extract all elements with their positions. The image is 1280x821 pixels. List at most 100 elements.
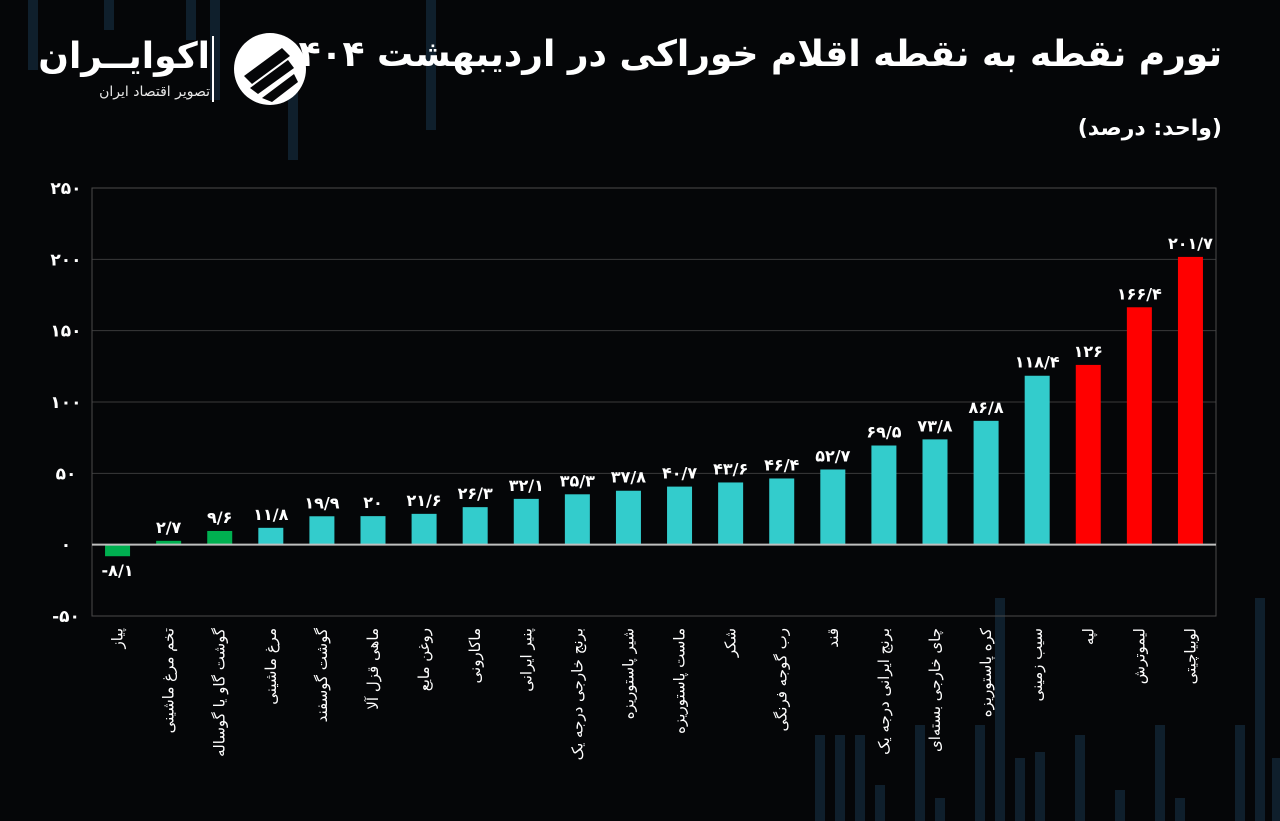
bar xyxy=(667,486,693,545)
category-label: مرغ ماشینی xyxy=(262,628,280,705)
category-label: قند xyxy=(824,628,842,648)
bar xyxy=(615,490,641,545)
value-label: ۱۲۶ xyxy=(1074,342,1103,361)
bar xyxy=(564,494,590,545)
decorative-candle xyxy=(1115,790,1125,821)
bar xyxy=(411,513,437,545)
category-label: شیر پاستوریزه xyxy=(619,628,638,719)
decorative-candle xyxy=(1155,725,1165,821)
y-tick-label: ۱۰۰ xyxy=(50,393,81,413)
value-label: ۸۶/۸ xyxy=(969,398,1004,417)
category-label: رب گوجه فرنگی xyxy=(773,628,791,732)
decorative-candle xyxy=(835,735,845,821)
y-axis: ۲۵۰ ۲۰۰ ۱۵۰ ۱۰۰ ۵۰ ۰ -۵۰ xyxy=(50,179,81,627)
decorative-candle xyxy=(1075,735,1085,821)
value-label: ۶۹/۵ xyxy=(866,423,901,442)
bar xyxy=(769,478,795,545)
decorative-candle xyxy=(288,60,298,160)
decorative-candle xyxy=(1035,752,1045,821)
y-tick-label: ۰ xyxy=(61,536,71,556)
bar xyxy=(718,482,744,545)
decorative-candle xyxy=(995,598,1005,821)
category-label: کره پاستوریزه xyxy=(977,627,996,717)
category-label: برنج خارجی درجه یک xyxy=(568,628,586,760)
bar xyxy=(360,516,386,545)
value-label: ۲۶/۳ xyxy=(458,484,493,503)
y-tick-label: ۲۵۰ xyxy=(50,179,81,199)
logo-subtitle: تصویر اقتصاد ایران xyxy=(99,84,210,100)
category-label: ماهی قزل آلا xyxy=(364,628,382,710)
value-label: ۲۰ xyxy=(363,493,383,512)
chart-title: تورم نقطه به نقطه اقلام خوراکی در اردیبه… xyxy=(276,34,1222,75)
category-label: پیاز xyxy=(109,628,128,650)
decorative-candle xyxy=(975,725,985,821)
bar xyxy=(207,530,233,545)
category-label: ماست پاستوریزه xyxy=(671,628,690,734)
y-tick-label: ۱۵۰ xyxy=(50,322,81,342)
brand-logo: اکوایــران تصویر اقتصاد ایران xyxy=(38,30,318,110)
value-label: ۳۲/۱ xyxy=(509,476,544,495)
logo-divider xyxy=(212,36,214,102)
bar xyxy=(462,507,488,545)
value-label: ۷۳/۸ xyxy=(917,416,952,435)
decorative-candle xyxy=(426,0,436,130)
category-label: لیموترش xyxy=(1130,628,1148,684)
category-label: لوبیاچیتی xyxy=(1181,628,1199,684)
category-label: گوشت گاو یا گوساله xyxy=(211,627,229,757)
decorative-candle xyxy=(1255,598,1265,821)
category-label: روغن مایع xyxy=(415,628,433,691)
plot-frame xyxy=(91,187,1217,617)
category-label: سیب زمینی xyxy=(1028,628,1046,701)
decorative-candle xyxy=(210,0,220,100)
value-label: ۱۹/۹ xyxy=(304,493,339,512)
value-label: ۳۷/۸ xyxy=(611,468,646,487)
decorative-candle xyxy=(855,735,865,821)
logo-name: اکوایــران xyxy=(38,36,210,77)
value-label: ۱۱/۸ xyxy=(253,505,288,524)
bar xyxy=(871,445,897,545)
value-label: ۱۱۸/۴ xyxy=(1015,353,1060,372)
bar xyxy=(1075,364,1101,545)
y-tick-label: ۵۰ xyxy=(56,464,77,484)
category-label: برنج ایرانی درجه یک xyxy=(875,628,893,755)
y-tick-label: -۵۰ xyxy=(52,607,80,627)
category-label: پنیر ایرانی xyxy=(517,628,536,692)
value-label: ۴۳/۶ xyxy=(713,459,748,478)
bar xyxy=(513,498,539,545)
decorative-candle xyxy=(1175,798,1185,821)
value-label: ۱۶۶/۴ xyxy=(1117,284,1162,303)
bar xyxy=(973,420,999,545)
category-label: ماکارونی xyxy=(466,628,484,683)
value-label: ۲۱/۶ xyxy=(407,491,442,510)
bar xyxy=(922,439,948,545)
category-label: تخم مرغ ماشینی xyxy=(160,628,178,733)
bar xyxy=(820,469,846,545)
decorative-candle xyxy=(1015,758,1025,821)
y-tick-label: ۲۰۰ xyxy=(50,250,81,270)
decorative-candle xyxy=(875,785,885,821)
value-label: ۴۰/۷ xyxy=(662,464,697,483)
bar xyxy=(1126,307,1152,545)
category-labels: پیاز تخم مرغ ماشینی گوشت گاو یا گوساله مرغ … xyxy=(109,627,1200,760)
decorative-candle xyxy=(815,735,825,821)
decorative-candle xyxy=(28,0,38,70)
category-label: لپه xyxy=(1079,628,1098,645)
bar xyxy=(309,516,335,545)
ecoiran-logo-icon xyxy=(234,33,306,105)
value-label: -۸/۱ xyxy=(102,561,134,580)
value-label: ۵۲/۷ xyxy=(815,446,850,465)
value-label: ۴۶/۴ xyxy=(764,455,799,474)
value-labels: -۸/۱ ۲/۷ ۹/۶ ۱۱/۸ ۱۹/۹ ۲۰ ۲۱/۶ ۲۶/۳ ۳۲/۱ ۳۵/۳ ۳۷/۸… xyxy=(102,234,1214,580)
value-label: ۲/۷ xyxy=(156,518,182,537)
bar xyxy=(1177,256,1203,545)
category-label: شکر xyxy=(722,628,740,658)
category-label: گوشت گوسفند xyxy=(313,627,331,722)
decorative-candle xyxy=(1272,758,1280,821)
bar xyxy=(258,527,284,545)
decorative-candle xyxy=(104,0,114,30)
unit-label: (واحد: درصد) xyxy=(1077,116,1222,141)
value-label: ۲۰۱/۷ xyxy=(1168,234,1213,253)
decorative-candle xyxy=(1235,725,1245,821)
